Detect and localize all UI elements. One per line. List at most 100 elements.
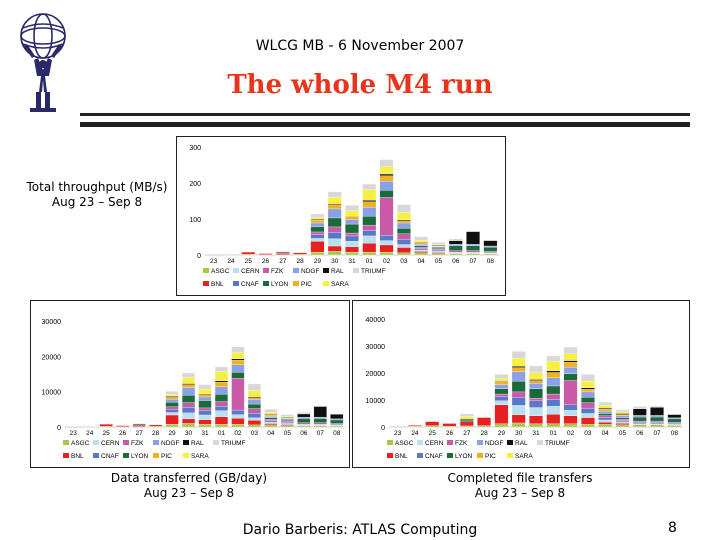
x-tick-label: 25 bbox=[103, 430, 111, 437]
bar-segment-fzk bbox=[362, 224, 377, 231]
bar-segment-cnaf bbox=[580, 407, 595, 414]
bar-segment-cnaf bbox=[563, 404, 578, 411]
x-tick-label: 08 bbox=[671, 430, 679, 437]
bar-segment-cern bbox=[598, 419, 613, 423]
bar-segment-sara bbox=[598, 405, 613, 409]
bar-segment-fzk bbox=[396, 233, 411, 240]
bar-segment-asgc bbox=[546, 423, 561, 428]
x-tick-label: 27 bbox=[279, 258, 287, 265]
bar-segment-ndgf bbox=[310, 222, 325, 227]
bar-segment-cnaf bbox=[165, 409, 179, 413]
bar-segment-triumf bbox=[165, 391, 179, 395]
bar-segment-bnl bbox=[408, 425, 422, 427]
legend-label-ndgf: NDGF bbox=[485, 440, 503, 447]
bar-segment-ral bbox=[297, 413, 311, 418]
bar-segment-sara bbox=[379, 166, 394, 175]
legend-swatch-cnaf bbox=[233, 281, 239, 286]
bar-segment-triumf bbox=[345, 205, 359, 211]
bar-segment-ral bbox=[362, 200, 377, 202]
bar-segment-triumf bbox=[198, 384, 212, 390]
bar-segment-bnl bbox=[511, 414, 526, 424]
bar-segment-lyon bbox=[264, 417, 278, 420]
bar-segment-ral bbox=[580, 387, 595, 390]
bar-segment-ndgf bbox=[615, 415, 630, 418]
bar-segment-asgc bbox=[379, 251, 394, 256]
bar-segment-cnaf bbox=[615, 420, 630, 423]
bar-segment-lyon bbox=[632, 416, 647, 422]
bar-segment-cern bbox=[667, 424, 682, 426]
bar-segment-bnl bbox=[327, 245, 342, 252]
bar-segment-cnaf bbox=[362, 230, 377, 237]
bar-segment-cnaf bbox=[494, 396, 509, 401]
bar-segment-cnaf bbox=[280, 422, 294, 424]
y-tick-label: 10000 bbox=[366, 398, 386, 405]
bar-segment-fzk bbox=[313, 422, 327, 425]
bar-segment-cnaf bbox=[546, 399, 561, 407]
bar-segment-ndgf bbox=[414, 244, 429, 246]
legend-label-lyon: LYON bbox=[271, 281, 289, 288]
x-tick-label: 28 bbox=[152, 430, 160, 437]
bar-segment-triumf bbox=[275, 250, 290, 252]
bar-segment-cern bbox=[231, 414, 245, 419]
legend-label-asgc: ASGC bbox=[395, 440, 414, 447]
bar-segment-fzk bbox=[598, 415, 613, 418]
bar-segment-asgc bbox=[362, 251, 377, 256]
bar-segment-ndgf bbox=[280, 418, 294, 421]
bar-segment-cern bbox=[198, 414, 212, 420]
bar-segment-ral bbox=[546, 370, 561, 373]
x-tick-label: 31 bbox=[348, 258, 356, 265]
bar-segment-cern bbox=[165, 412, 179, 416]
bar-segment-ndgf bbox=[247, 399, 261, 405]
y-tick-label: 40000 bbox=[366, 317, 386, 324]
bar-segment-asgc bbox=[466, 253, 480, 256]
bar-segment-lyon bbox=[650, 416, 664, 422]
bar-segment-ndgf bbox=[214, 386, 229, 395]
bar-segment-ndgf bbox=[264, 416, 278, 418]
bar-segment-triumf bbox=[546, 355, 561, 362]
x-tick-label: 23 bbox=[210, 258, 218, 265]
bar-segment-fzk bbox=[448, 250, 463, 253]
bar-segment-triumf bbox=[396, 204, 411, 213]
bar-segment-triumf bbox=[448, 238, 463, 241]
bar-segment-triumf bbox=[231, 346, 245, 353]
x-tick-label: 26 bbox=[119, 430, 127, 437]
bar-segment-sara bbox=[345, 210, 359, 217]
bar-segment-triumf bbox=[264, 409, 278, 413]
bar-segment-asgc bbox=[632, 424, 647, 428]
legend-label-fzk: FZK bbox=[131, 440, 144, 447]
bar-segment-ral bbox=[459, 419, 474, 421]
bar-segment-asgc bbox=[280, 425, 294, 428]
bar-segment-fzk bbox=[379, 197, 394, 236]
bar-segment-triumf bbox=[362, 183, 377, 190]
bar-segment-ral bbox=[615, 413, 630, 415]
x-tick-label: 07 bbox=[317, 430, 325, 437]
y-tick-label: 0 bbox=[381, 425, 385, 432]
x-tick-label: 31 bbox=[532, 430, 540, 437]
y-tick-label: 200 bbox=[189, 181, 201, 188]
bar-segment-pic bbox=[494, 381, 509, 385]
bar-segment-pic bbox=[529, 380, 543, 384]
bar-segment-bnl bbox=[615, 423, 630, 425]
bar-segment-bnl bbox=[414, 251, 429, 253]
file-transfers-caption-line-1: Completed file transfers bbox=[447, 471, 593, 485]
bar-segment-lyon bbox=[511, 380, 526, 393]
bar-segment-ndgf bbox=[327, 208, 342, 219]
bar-segment-sara bbox=[546, 361, 561, 371]
bar-segment-asgc bbox=[327, 251, 342, 256]
legend-swatch-bnl bbox=[203, 281, 209, 286]
x-tick-label: 06 bbox=[300, 430, 308, 437]
bar-segment-fzk bbox=[580, 402, 595, 409]
bar-segment-lyon bbox=[529, 388, 543, 399]
x-tick-label: 02 bbox=[234, 430, 242, 437]
legend-swatch-bnl bbox=[387, 453, 393, 458]
legend-swatch-ral bbox=[323, 268, 329, 273]
bar-segment-pic bbox=[379, 175, 394, 182]
meeting-header: WLCG MB - 6 November 2007 bbox=[255, 38, 465, 54]
throughput-caption: Total throughput (MB/s) Aug 23 – Sep 8 bbox=[22, 180, 172, 210]
bar-segment-cern bbox=[632, 423, 647, 425]
bar-segment-ndgf bbox=[598, 411, 613, 414]
bar-segment-ral bbox=[448, 240, 463, 245]
bar-segment-triumf bbox=[327, 191, 342, 198]
bar-segment-ndgf bbox=[431, 246, 446, 249]
bar-segment-bnl bbox=[264, 423, 278, 426]
